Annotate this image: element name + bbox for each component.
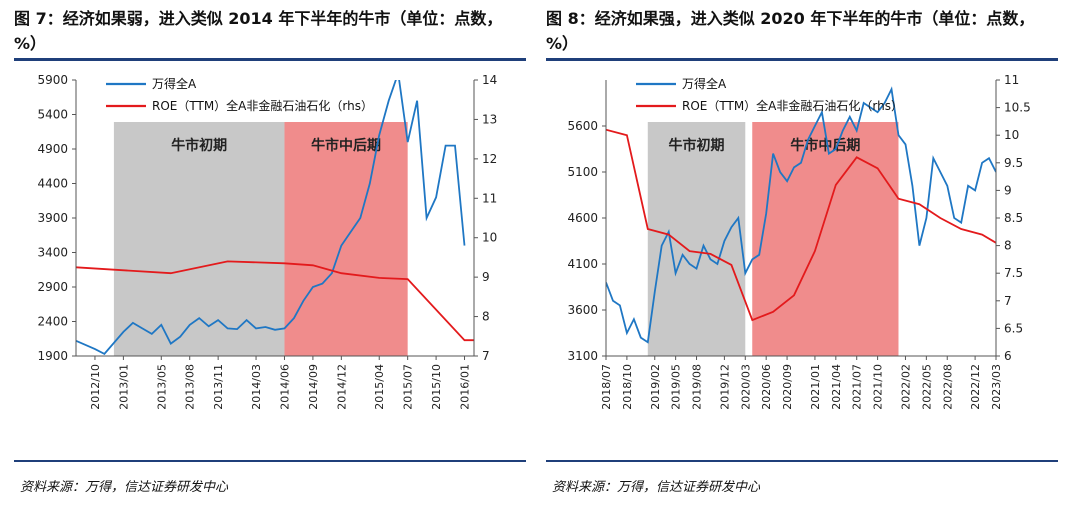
legend-label-1: ROE（TTM）全A非金融石油石化（rhs） bbox=[682, 98, 903, 113]
series-line-1 bbox=[606, 128, 996, 322]
x-tick-label-5: 2014/03 bbox=[250, 364, 263, 410]
x-tick-label-0: 2018/07 bbox=[600, 364, 613, 410]
figure-8-chart: 牛市初期 牛市中后期 3100 3600 4100 4600 5100 5600 6 6.5 7 7.… bbox=[567, 73, 1031, 410]
y-left-tick-label-5: 4400 bbox=[37, 177, 68, 191]
y-right-tick-label-0: 6 bbox=[1004, 349, 1012, 363]
x-tick-label-11: 2015/10 bbox=[430, 364, 443, 410]
figure-8-source: 资料来源：万得，信达证券研发中心 bbox=[552, 480, 761, 495]
series-line-0 bbox=[76, 80, 466, 356]
y-left-tick-label-3: 3400 bbox=[37, 246, 68, 260]
band-0 bbox=[113, 122, 285, 356]
band-label-0: 牛市初期 bbox=[171, 137, 227, 154]
x-tick-label-9: 2021/01 bbox=[809, 364, 822, 410]
x-tick-label-6: 2014/06 bbox=[278, 364, 291, 410]
y-left-tick-label-3: 4600 bbox=[567, 211, 598, 225]
y-left-tick-label-0: 3100 bbox=[567, 349, 598, 363]
y-right-tick-label-1: 8 bbox=[482, 310, 490, 324]
y-left-tick-label-6: 4900 bbox=[37, 142, 68, 156]
x-tick-label-13: 2022/02 bbox=[899, 364, 912, 410]
y-right-tick-label-3: 10 bbox=[482, 231, 497, 245]
y-left-tick-label-0: 1900 bbox=[37, 349, 68, 363]
legend-label-0: 万得全A bbox=[682, 76, 727, 91]
y-right-tick-label-4: 8 bbox=[1004, 239, 1012, 253]
x-tick-label-8: 2020/09 bbox=[781, 364, 794, 410]
y-left-tick-label-4: 3900 bbox=[37, 211, 68, 225]
series-line-1 bbox=[76, 260, 474, 342]
x-tick-label-4: 2019/08 bbox=[691, 364, 704, 410]
x-tick-label-10: 2021/04 bbox=[830, 364, 843, 410]
x-tick-label-7: 2014/09 bbox=[307, 364, 320, 410]
y-right-tick-label-2: 9 bbox=[482, 270, 490, 284]
band-label-1: 牛市中后期 bbox=[311, 137, 381, 154]
x-tick-label-4: 2013/11 bbox=[212, 364, 225, 410]
y-right-tick-label-1: 6.5 bbox=[1004, 321, 1023, 335]
x-tick-label-3: 2019/05 bbox=[670, 364, 683, 410]
x-tick-label-11: 2021/07 bbox=[851, 364, 864, 410]
figure-8-bottom-rule bbox=[546, 460, 1058, 462]
y-right-tick-label-8: 10 bbox=[1004, 128, 1019, 142]
y-left-tick-label-8: 5900 bbox=[37, 73, 68, 87]
y-right-tick-label-5: 12 bbox=[482, 152, 497, 166]
legend-label-0: 万得全A bbox=[152, 76, 197, 91]
x-tick-label-8: 2014/12 bbox=[335, 364, 348, 410]
figure-8-top-rule bbox=[546, 58, 1058, 61]
figure-7-panel: 图 7：经济如果弱，进入类似 2014 年下半年的牛市（单位：点数，%） 牛市初… bbox=[14, 0, 534, 513]
y-left-tick-label-5: 5600 bbox=[567, 119, 598, 133]
x-tick-label-6: 2020/03 bbox=[739, 364, 752, 410]
x-tick-label-14: 2022/05 bbox=[920, 364, 933, 410]
x-tick-label-3: 2013/08 bbox=[184, 364, 197, 410]
x-tick-label-9: 2015/04 bbox=[373, 364, 386, 410]
figure-7-title: 图 7：经济如果弱，进入类似 2014 年下半年的牛市（单位：点数，%） bbox=[14, 9, 503, 53]
x-tick-label-12: 2016/01 bbox=[459, 364, 472, 410]
y-right-tick-label-7: 9.5 bbox=[1004, 156, 1023, 170]
y-right-tick-label-9: 10.5 bbox=[1004, 101, 1031, 115]
y-right-tick-label-4: 11 bbox=[482, 191, 497, 205]
figure-7-chart: 牛市初期 牛市中后期 1900 2400 2900 3400 3900 4400 4900 540… bbox=[37, 73, 497, 410]
y-right-tick-label-6: 9 bbox=[1004, 183, 1012, 197]
y-left-tick-label-1: 3600 bbox=[567, 303, 598, 317]
y-left-tick-label-4: 5100 bbox=[567, 165, 598, 179]
figure-7-bottom-rule bbox=[14, 460, 526, 462]
band-label-0: 牛市初期 bbox=[669, 137, 725, 154]
x-tick-label-10: 2015/07 bbox=[402, 364, 415, 410]
band-0 bbox=[647, 122, 746, 356]
figure-8-title: 图 8：经济如果强，进入类似 2020 年下半年的牛市（单位：点数，%） bbox=[546, 9, 1035, 53]
figure-8-panel: 图 8：经济如果强，进入类似 2020 年下半年的牛市（单位：点数，%） 牛市初… bbox=[546, 0, 1066, 513]
y-right-tick-label-10: 11 bbox=[1004, 73, 1019, 87]
figure-7-top-rule bbox=[14, 58, 526, 61]
x-tick-label-1: 2013/01 bbox=[117, 364, 130, 410]
x-tick-label-16: 2022/12 bbox=[969, 364, 982, 410]
y-right-tick-label-5: 8.5 bbox=[1004, 211, 1023, 225]
x-tick-label-2: 2019/02 bbox=[649, 364, 662, 410]
y-right-tick-label-3: 7.5 bbox=[1004, 266, 1023, 280]
x-tick-label-12: 2021/10 bbox=[872, 364, 885, 410]
x-tick-label-0: 2012/10 bbox=[89, 364, 102, 410]
legend-label-1: ROE（TTM）全A非金融石油石化（rhs） bbox=[152, 98, 373, 113]
y-left-tick-label-1: 2400 bbox=[37, 315, 68, 329]
x-tick-label-2: 2013/05 bbox=[155, 364, 168, 410]
figure-7-source: 资料来源：万得，信达证券研发中心 bbox=[20, 480, 229, 495]
x-tick-label-7: 2020/06 bbox=[760, 364, 773, 410]
x-tick-label-15: 2022/08 bbox=[941, 364, 954, 410]
x-tick-label-1: 2018/10 bbox=[621, 364, 634, 410]
band-label-1: 牛市中后期 bbox=[790, 137, 860, 154]
x-tick-label-17: 2023/03 bbox=[990, 364, 1003, 410]
x-tick-label-5: 2019/12 bbox=[718, 364, 731, 410]
y-left-tick-label-2: 2900 bbox=[37, 280, 68, 294]
series-line-0 bbox=[606, 86, 996, 344]
y-right-tick-label-2: 7 bbox=[1004, 294, 1012, 308]
y-right-tick-label-7: 14 bbox=[482, 73, 497, 87]
y-left-tick-label-7: 5400 bbox=[37, 108, 68, 122]
y-right-tick-label-6: 13 bbox=[482, 112, 497, 126]
y-right-tick-label-0: 7 bbox=[482, 349, 490, 363]
y-left-tick-label-2: 4100 bbox=[567, 257, 598, 271]
